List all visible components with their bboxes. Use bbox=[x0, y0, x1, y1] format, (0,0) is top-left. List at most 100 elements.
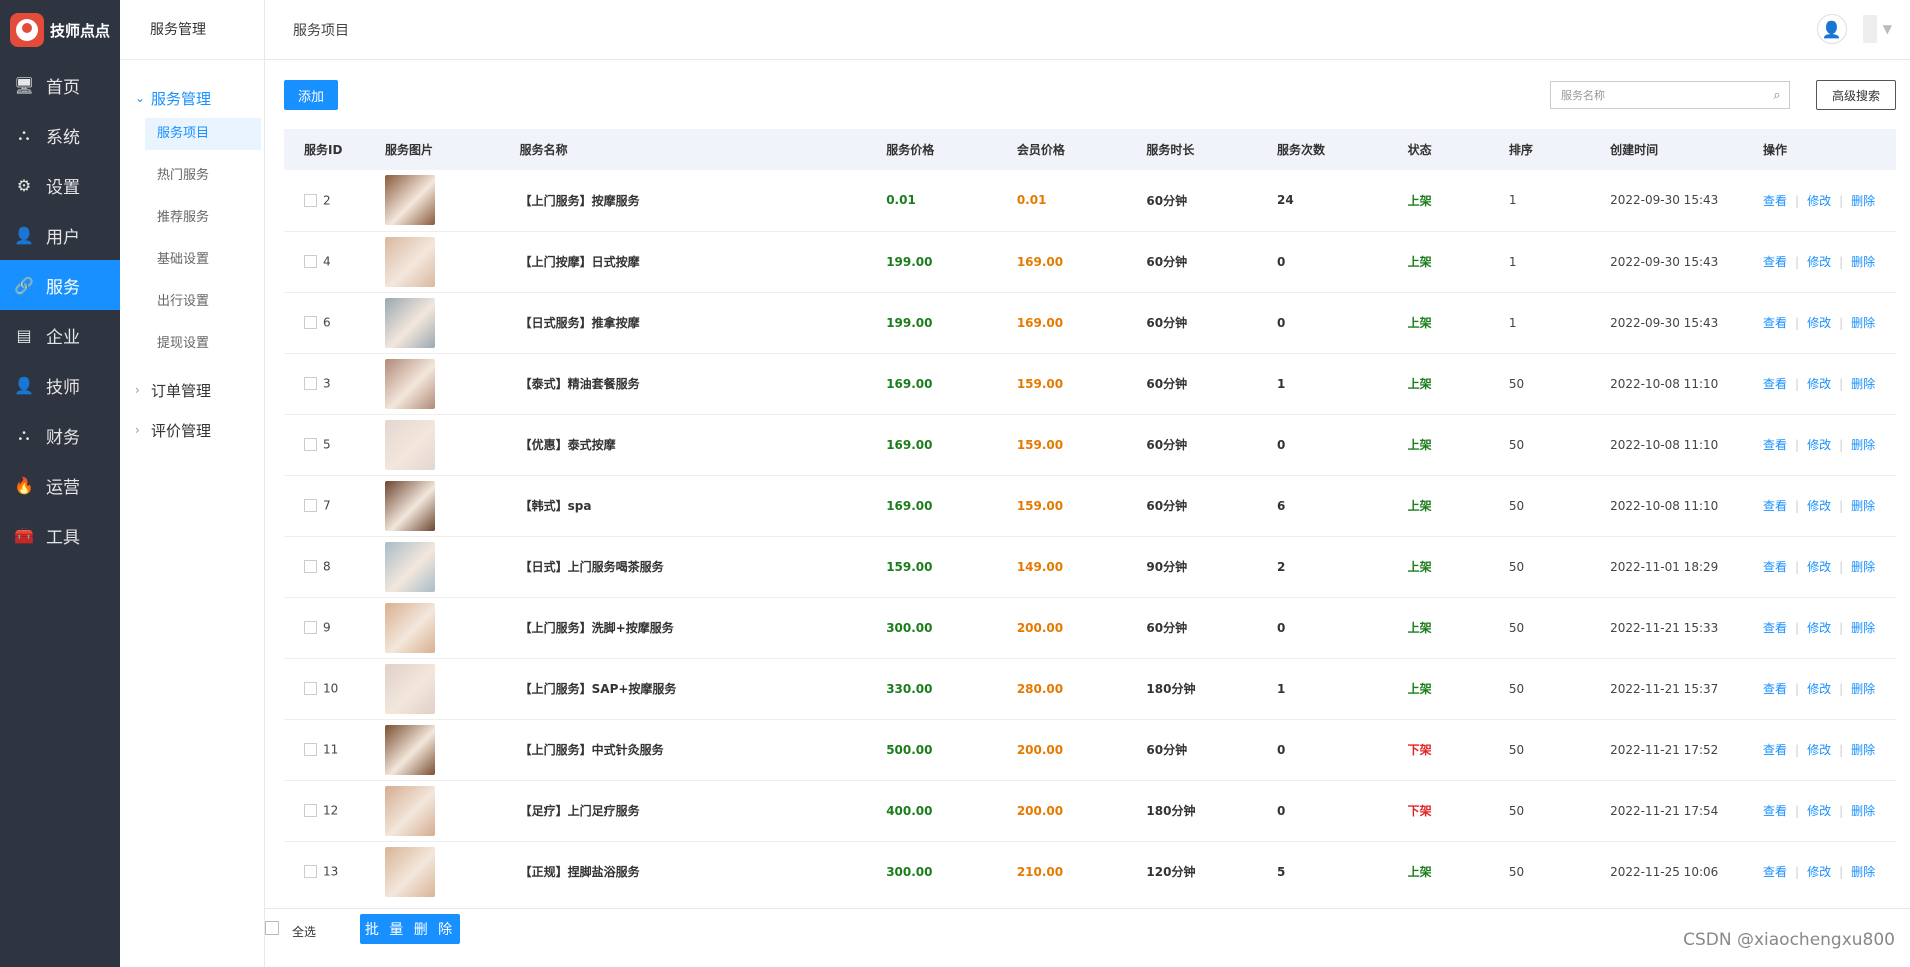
submenu-item-4[interactable]: 出行设置 bbox=[157, 294, 210, 309]
delete-link[interactable]: 删除 bbox=[1851, 804, 1876, 818]
delete-link[interactable]: 删除 bbox=[1851, 743, 1876, 757]
delete-link[interactable]: 删除 bbox=[1851, 316, 1876, 330]
sidebar-item-7[interactable]: ⛬ 财务 bbox=[0, 410, 120, 460]
service-thumbnail[interactable] bbox=[385, 541, 435, 592]
view-link[interactable]: 查看 bbox=[1763, 804, 1788, 818]
row-checkbox[interactable] bbox=[304, 682, 317, 696]
delete-link[interactable]: 删除 bbox=[1851, 377, 1876, 391]
sidebar-item-3[interactable]: 👤 用户 bbox=[0, 210, 120, 260]
cell-name: 【正规】捏脚盐浴服务 bbox=[500, 841, 867, 901]
table-row: 10 【上门服务】SAP+按摩服务 330.00 280.00 180分钟 1 上架 50 20… bbox=[284, 658, 1896, 719]
service-thumbnail[interactable] bbox=[385, 297, 435, 348]
row-checkbox[interactable] bbox=[304, 621, 317, 635]
sidebar-item-5[interactable]: ▤ 企业 bbox=[0, 310, 120, 360]
sidebar-item-4[interactable]: 🔗 服务 bbox=[0, 260, 120, 310]
avatar[interactable]: 👤 bbox=[1816, 14, 1847, 44]
view-link[interactable]: 查看 bbox=[1763, 743, 1788, 757]
edit-link[interactable]: 修改 bbox=[1807, 804, 1832, 818]
submenu-item-5[interactable]: 提现设置 bbox=[157, 336, 210, 351]
advanced-search-button[interactable]: 高级搜索 bbox=[1816, 80, 1896, 110]
row-checkbox[interactable] bbox=[304, 438, 317, 452]
delete-link[interactable]: 删除 bbox=[1851, 499, 1876, 513]
view-link[interactable]: 查看 bbox=[1763, 377, 1788, 391]
submenu-group-order[interactable]: › 订单管理 bbox=[120, 370, 264, 410]
delete-link[interactable]: 删除 bbox=[1851, 193, 1876, 208]
sidebar-item-0[interactable]: 🖥 首页 bbox=[0, 60, 120, 110]
service-thumbnail[interactable] bbox=[385, 480, 435, 531]
service-thumbnail[interactable] bbox=[385, 602, 435, 653]
row-checkbox[interactable] bbox=[304, 255, 317, 269]
sidebar-item-6[interactable]: 👤 技师 bbox=[0, 360, 120, 410]
submenu-group-review[interactable]: › 评价管理 bbox=[120, 410, 264, 450]
view-link[interactable]: 查看 bbox=[1763, 316, 1788, 330]
row-checkbox[interactable] bbox=[304, 316, 317, 330]
edit-link[interactable]: 修改 bbox=[1807, 255, 1832, 269]
view-link[interactable]: 查看 bbox=[1763, 255, 1788, 269]
search-input[interactable] bbox=[1551, 88, 1765, 102]
service-thumbnail[interactable] bbox=[385, 724, 435, 775]
cell-actions: 查看 | 修改 | 删除 bbox=[1743, 292, 1896, 353]
cell-count: 6 bbox=[1257, 475, 1388, 536]
row-checkbox[interactable] bbox=[304, 865, 317, 879]
sidebar-item-2[interactable]: ⚙ 设置 bbox=[0, 160, 120, 210]
row-checkbox[interactable] bbox=[304, 194, 317, 207]
service-thumbnail[interactable] bbox=[385, 663, 435, 714]
submenu-item-1[interactable]: 热门服务 bbox=[157, 168, 210, 183]
created-time: 2022-09-30 15:43 bbox=[1610, 315, 1719, 330]
edit-link[interactable]: 修改 bbox=[1807, 743, 1832, 757]
edit-link[interactable]: 修改 bbox=[1807, 377, 1832, 391]
row-checkbox[interactable] bbox=[304, 804, 317, 818]
service-thumbnail[interactable] bbox=[385, 175, 435, 226]
row-checkbox[interactable] bbox=[304, 560, 317, 574]
select-all-checkbox[interactable] bbox=[265, 921, 279, 935]
add-button[interactable]: 添加 bbox=[284, 80, 338, 110]
submenu-group-label: 服务管理 bbox=[151, 89, 212, 108]
service-id: 5 bbox=[323, 437, 331, 452]
edit-link[interactable]: 修改 bbox=[1807, 682, 1832, 696]
sidebar-item-1[interactable]: ⛬ 系统 bbox=[0, 110, 120, 160]
row-checkbox[interactable] bbox=[304, 743, 317, 757]
edit-link[interactable]: 修改 bbox=[1807, 316, 1832, 330]
service-thumbnail[interactable] bbox=[385, 236, 435, 287]
edit-link[interactable]: 修改 bbox=[1807, 621, 1832, 635]
service-id: 9 bbox=[323, 620, 331, 635]
submenu-item-0[interactable]: 服务项目 bbox=[145, 118, 261, 150]
caret-down-icon[interactable]: ▼ bbox=[1882, 22, 1892, 36]
service-thumbnail[interactable] bbox=[385, 785, 435, 836]
submenu-item-2[interactable]: 推荐服务 bbox=[157, 210, 210, 225]
delete-link[interactable]: 删除 bbox=[1851, 682, 1876, 696]
edit-link[interactable]: 修改 bbox=[1807, 438, 1832, 452]
view-link[interactable]: 查看 bbox=[1763, 438, 1788, 452]
submenu-item-3[interactable]: 基础设置 bbox=[157, 252, 210, 267]
service-thumbnail[interactable] bbox=[385, 846, 435, 897]
service-thumbnail[interactable] bbox=[385, 358, 435, 409]
delete-link[interactable]: 删除 bbox=[1851, 255, 1876, 269]
delete-link[interactable]: 删除 bbox=[1851, 560, 1876, 574]
batch-delete-button[interactable]: 批 量 删 除 bbox=[360, 914, 460, 944]
cell-count: 0 bbox=[1257, 414, 1388, 475]
view-link[interactable]: 查看 bbox=[1763, 499, 1788, 513]
sidebar-item-9[interactable]: 🧰 工具 bbox=[0, 510, 120, 560]
edit-link[interactable]: 修改 bbox=[1807, 193, 1832, 208]
service-thumbnail[interactable] bbox=[385, 419, 435, 470]
service-price: 500.00 bbox=[886, 742, 933, 757]
edit-link[interactable]: 修改 bbox=[1807, 865, 1832, 879]
search-icon[interactable]: ⌕ bbox=[1773, 87, 1781, 103]
user-name-box[interactable] bbox=[1862, 15, 1877, 43]
edit-link[interactable]: 修改 bbox=[1807, 499, 1832, 513]
delete-link[interactable]: 删除 bbox=[1851, 621, 1876, 635]
edit-link[interactable]: 修改 bbox=[1807, 560, 1832, 574]
row-checkbox[interactable] bbox=[304, 377, 317, 391]
row-checkbox[interactable] bbox=[304, 499, 317, 513]
brand[interactable]: 技师点点 bbox=[0, 0, 120, 60]
view-link[interactable]: 查看 bbox=[1763, 682, 1788, 696]
view-link[interactable]: 查看 bbox=[1763, 865, 1788, 879]
view-link[interactable]: 查看 bbox=[1763, 621, 1788, 635]
view-link[interactable]: 查看 bbox=[1763, 193, 1788, 208]
delete-link[interactable]: 删除 bbox=[1851, 865, 1876, 879]
cell-name: 【上门服务】洗脚+按摩服务 bbox=[500, 597, 867, 658]
submenu-group-service[interactable]: ⌄ 服务管理 bbox=[120, 78, 264, 118]
sidebar-item-8[interactable]: 🔥 运营 bbox=[0, 460, 120, 510]
delete-link[interactable]: 删除 bbox=[1851, 438, 1876, 452]
view-link[interactable]: 查看 bbox=[1763, 560, 1788, 574]
